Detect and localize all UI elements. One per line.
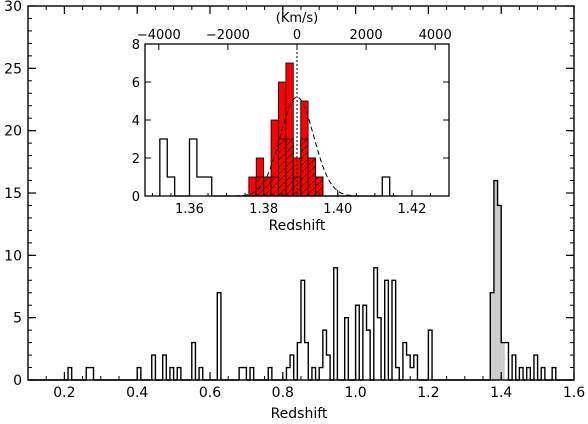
inset-top-tick-label: 0	[293, 28, 301, 43]
inset-hatched-bar	[307, 157, 316, 197]
inset-top-tick-label: 4000	[419, 28, 452, 43]
inset-y-tick-label: 4	[132, 114, 140, 129]
inset-hatched-bar	[255, 176, 265, 197]
shaded-bar	[497, 205, 502, 380]
inset-x-axis-title: Redshift	[269, 218, 326, 234]
inset-y-tick-label: 0	[132, 190, 140, 205]
inset-top-tick-label: −2000	[206, 28, 250, 43]
y-tick-label: 5	[13, 311, 22, 327]
inset-top-tick-label: 2000	[350, 28, 383, 43]
inset-hatched-bar	[285, 138, 294, 197]
inset-hatched-bar	[300, 138, 309, 197]
inset-x-tick-label: 1.38	[249, 202, 278, 217]
y-tick-label: 15	[4, 186, 22, 202]
inset-x-tick-label: 1.40	[323, 202, 352, 217]
y-tick-label: 0	[13, 373, 22, 389]
x-tick-label: 1.4	[490, 385, 512, 401]
inset-top-tick-label: −4000	[137, 28, 181, 43]
shaded-bar	[501, 342, 505, 380]
x-tick-label: 0.8	[272, 385, 294, 401]
inset-x-tick-label: 1.36	[175, 202, 204, 217]
inset-plot: 1.36 1.38 1.40 1.42 −4000 −2000 0 2000 4000 (Km/s…	[132, 11, 452, 234]
x-tick-label: 1.6	[563, 385, 585, 401]
x-tick-label: 0.4	[126, 385, 148, 401]
main-plot: 0.2 0.4 0.6 0.8 1.0 1.2 1.4 1.6051015202530Reds…	[4, 0, 585, 422]
y-tick-label: 30	[4, 0, 22, 15]
inset-y-tick-label: 6	[132, 76, 140, 91]
x-tick-label: 1.2	[417, 385, 439, 401]
inset-x-tick-label: 1.42	[397, 202, 426, 217]
x-tick-label: 1.0	[344, 385, 366, 401]
y-tick-label: 25	[4, 61, 22, 77]
x-tick-label: 0.6	[199, 385, 221, 401]
x-tick-label: 0.2	[53, 385, 75, 401]
inset-top-axis-title: (Km/s)	[276, 11, 319, 26]
inset-hatched-bar	[278, 138, 287, 197]
inset-y-tick-label: 8	[132, 38, 140, 53]
shaded-bar	[490, 292, 494, 380]
inset-y-tick-label: 2	[132, 152, 140, 167]
x-axis-title: Redshift	[271, 406, 328, 422]
y-tick-label: 20	[4, 124, 22, 140]
shaded-bar	[493, 180, 498, 380]
y-tick-label: 10	[4, 248, 22, 264]
inset-hatched-bar	[270, 176, 279, 197]
